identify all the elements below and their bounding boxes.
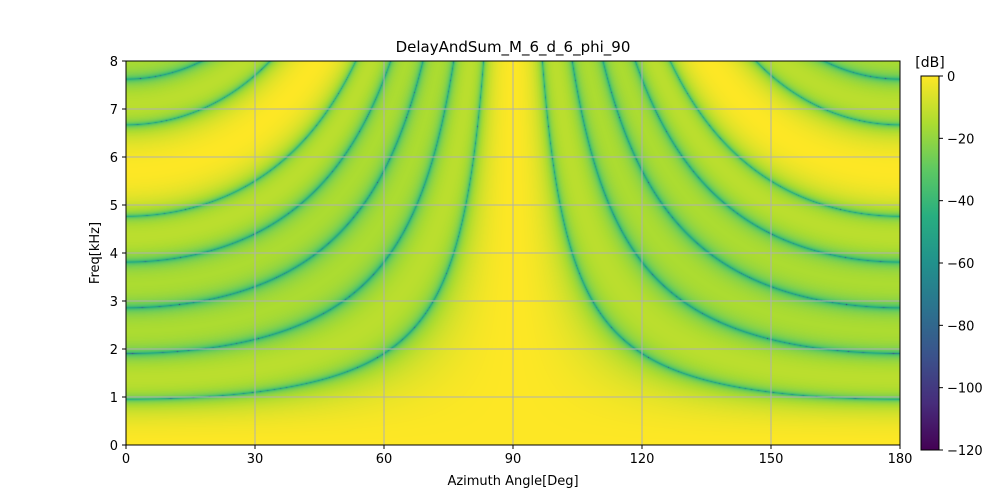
- colorbar-tick-label: −20: [947, 132, 974, 147]
- colorbar-unit-label: [dB]: [915, 55, 944, 71]
- y-tick-label: 3: [110, 295, 118, 310]
- grid-lines: [126, 61, 900, 445]
- x-tick-label: 120: [630, 452, 655, 467]
- y-tick-label: 8: [110, 55, 118, 70]
- colorbar-tick-label: −40: [947, 195, 974, 210]
- y-tick-label: 5: [110, 199, 118, 214]
- x-tick-label: 30: [247, 452, 264, 467]
- x-axis-ticks: 0 30 60 90 120 150 180: [122, 445, 913, 467]
- colorbar-tick-label: −60: [947, 257, 974, 272]
- colorbar-tick-label: −120: [947, 444, 983, 459]
- colorbar-tick-label: 0: [947, 70, 955, 85]
- x-tick-label: 180: [888, 452, 913, 467]
- x-axis-label: Azimuth Angle[Deg]: [447, 474, 578, 489]
- y-axis-label: Freq[kHz]: [88, 222, 103, 284]
- colorbar-tick-label: −80: [947, 319, 974, 334]
- y-axis-ticks: 0 1 2 3 4 5 6 7 8: [110, 55, 126, 454]
- x-tick-label: 60: [376, 452, 393, 467]
- colorbar-tick-label: −100: [947, 382, 983, 397]
- x-tick-label: 0: [122, 452, 130, 467]
- x-tick-label: 150: [759, 452, 784, 467]
- colorbar: [920, 75, 940, 451]
- x-tick-label: 90: [505, 452, 522, 467]
- colorbar-ticks: 0 −20 −40 −60 −80 −100 −120: [939, 70, 983, 459]
- chart-title: DelayAndSum_M_6_d_6_phi_90: [396, 38, 631, 57]
- y-tick-label: 6: [110, 151, 118, 166]
- y-tick-label: 2: [110, 343, 118, 358]
- y-tick-label: 1: [110, 391, 118, 406]
- y-tick-label: 4: [110, 247, 118, 262]
- y-tick-label: 0: [110, 439, 118, 454]
- y-tick-label: 7: [110, 103, 118, 118]
